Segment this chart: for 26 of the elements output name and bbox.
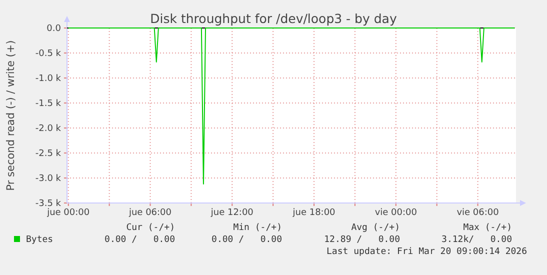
y-tick-label: -0.5 k [35, 49, 62, 59]
text: 3.12k/ 0.00 [442, 235, 512, 245]
x-tick-label: jue 00:00 [46, 208, 90, 218]
x-tick-label: jue 12:00 [210, 208, 254, 218]
text: Min (-/+) [233, 223, 282, 233]
y-tick-label: 0.0 [46, 24, 62, 34]
legend-label: Bytes [26, 235, 54, 245]
chart-title: Disk throughput for /dev/loop3 - by day [150, 11, 398, 26]
x-tick-label: jue 06:00 [128, 208, 172, 218]
x-tick-label: jue 18:00 [292, 208, 336, 218]
y-tick-label: -1.0 k [35, 74, 62, 84]
text: Cur (-/+) [126, 223, 175, 233]
text: 12.89 / 0.00 [324, 235, 400, 245]
text: 0.00 / 0.00 [212, 235, 282, 245]
y-tick-label: -3.0 k [35, 174, 62, 184]
y-tick-label: -2.5 k [35, 149, 62, 159]
x-tick-label: vie 00:00 [374, 208, 418, 218]
x-tick-label: vie 06:00 [456, 208, 500, 218]
y-tick-label: -2.0 k [35, 124, 62, 134]
y-tick-label: -3.5 k [35, 199, 62, 209]
y-tick-label: -1.5 k [35, 99, 62, 109]
text: Max (-/+) [463, 223, 512, 233]
text: Avg (-/+) [351, 223, 400, 233]
y-axis-title: Pr second read (-) / write (+) [5, 40, 17, 191]
text: 0.00 / 0.00 [104, 235, 175, 245]
text: Last update: Fri Mar 20 09:00:14 2026 [326, 247, 527, 257]
